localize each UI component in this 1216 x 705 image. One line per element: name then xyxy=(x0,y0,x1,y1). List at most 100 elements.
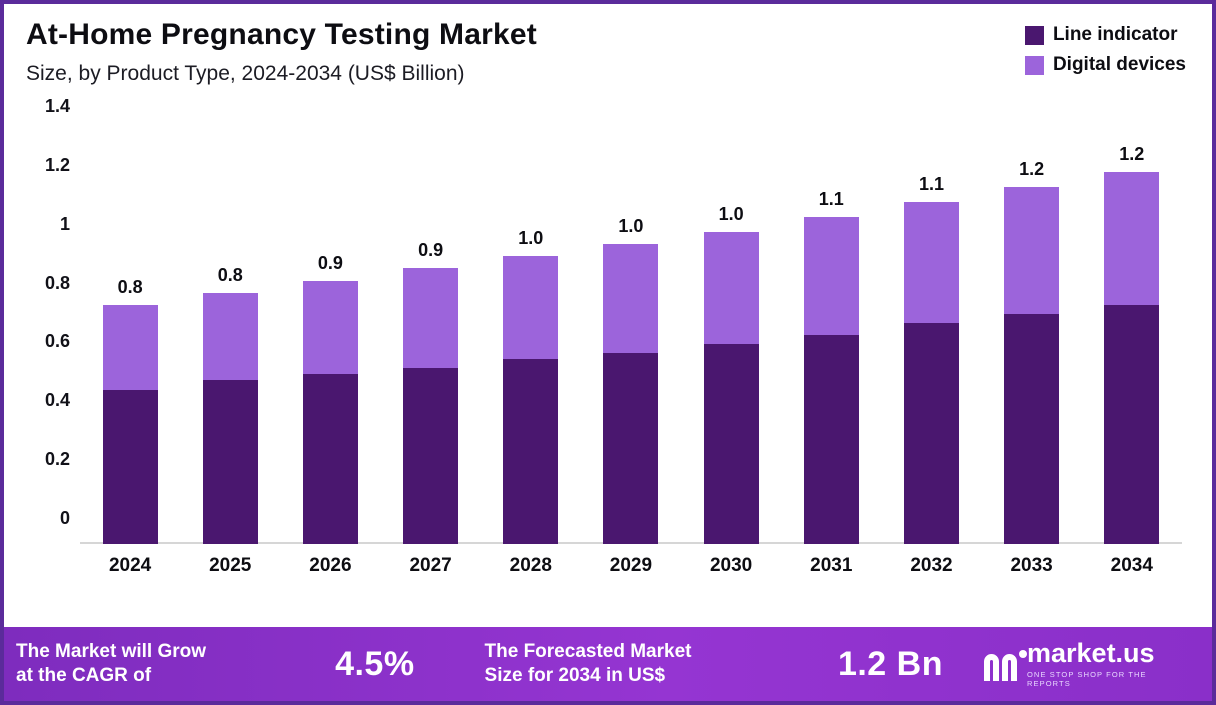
bar-segment-line-indicator xyxy=(1004,313,1060,544)
x-axis-label: 2032 xyxy=(910,555,953,576)
bar-segment-digital-devices xyxy=(102,304,158,390)
bar-segment-line-indicator xyxy=(1104,304,1160,544)
legend-label: Digital devices xyxy=(1052,54,1186,75)
bars-container: 0.8 2024 0.8 2025 0.9 2026 0.9 2027 1.0 2028 1.0 20… xyxy=(80,106,1182,588)
bar-stack xyxy=(1004,186,1060,544)
legend-swatch-digital-devices xyxy=(1024,55,1044,75)
bar-stack xyxy=(302,280,358,544)
bar-total-label: 1.0 xyxy=(518,228,544,249)
footer-banner: The Market will Grow at the CAGR of 4.5%… xyxy=(4,627,1212,701)
bar-group-2026: 0.9 2026 xyxy=(301,253,359,588)
legend-label: Line indicator xyxy=(1052,24,1178,45)
bar-stack xyxy=(102,304,158,544)
bar-segment-line-indicator xyxy=(803,335,859,544)
bar-group-2033: 1.2 2033 xyxy=(1003,159,1061,588)
x-axis-label: 2024 xyxy=(108,555,152,576)
brand-text: market.us One Stop Shop For The Reports xyxy=(1027,640,1190,689)
bar-segment-digital-devices xyxy=(202,292,258,381)
bar-total-label: 1.0 xyxy=(618,216,644,237)
x-axis-label: 2028 xyxy=(509,555,552,576)
y-tick-label: 0.4 xyxy=(44,390,70,411)
bar-group-2024: 0.8 2024 xyxy=(101,277,159,588)
cagr-label-line1: The Market will Grow xyxy=(16,641,207,663)
y-tick-label: 0.8 xyxy=(44,272,70,293)
bar-group-2030: 1.0 2030 xyxy=(702,204,760,588)
y-tick-label: 0.6 xyxy=(44,331,70,352)
bar-stack xyxy=(903,201,959,544)
bar-segment-digital-devices xyxy=(803,216,859,336)
bar-total-label: 1.2 xyxy=(1019,158,1045,179)
bar-group-2029: 1.0 2029 xyxy=(602,216,660,588)
chart-header: At-Home Pregnancy Testing Market Size, b… xyxy=(4,4,1212,86)
bar-group-2027: 0.9 2027 xyxy=(402,240,460,588)
bar-segment-line-indicator xyxy=(603,353,659,544)
y-tick-label: 1.4 xyxy=(44,96,70,116)
x-axis-label: 2026 xyxy=(309,555,352,576)
cagr-label-line2: at the CAGR of xyxy=(16,665,152,686)
bar-segment-digital-devices xyxy=(903,201,959,323)
bar-stack xyxy=(603,244,659,544)
bar-total-label: 0.8 xyxy=(117,276,143,297)
y-axis: 1.4 1.2 1 0.8 0.6 0.4 0.2 0 xyxy=(18,96,80,528)
bar-group-2031: 1.1 2031 xyxy=(802,189,860,588)
bar-stack xyxy=(703,232,759,544)
marketus-logo-icon xyxy=(984,648,1027,681)
bar-stack xyxy=(403,268,459,544)
bar-stack xyxy=(202,292,258,544)
bar-segment-digital-devices xyxy=(302,280,358,375)
forecast-value: 1.2 Bn xyxy=(837,644,943,683)
chart-title: At-Home Pregnancy Testing Market xyxy=(26,18,537,51)
bar-segment-digital-devices xyxy=(703,232,759,345)
logo-arch-right xyxy=(1002,653,1017,681)
legend-item-digital-devices: Digital devices xyxy=(1024,54,1186,76)
bar-total-label: 1.1 xyxy=(818,188,844,209)
bar-segment-digital-devices xyxy=(403,268,459,369)
plot-area: 0.8 2024 0.8 2025 0.9 2026 0.9 2027 1.0 2028 1.0 20… xyxy=(80,106,1182,588)
bar-group-2032: 1.1 2032 xyxy=(902,174,960,588)
x-axis-label: 2034 xyxy=(1110,555,1153,576)
bar-segment-line-indicator xyxy=(202,380,258,544)
title-block: At-Home Pregnancy Testing Market Size, b… xyxy=(26,18,537,86)
brand-tagline: One Stop Shop For The Reports xyxy=(1027,670,1147,688)
bar-segment-line-indicator xyxy=(503,359,559,544)
chart-subtitle: Size, by Product Type, 2024-2034 (US$ Bi… xyxy=(26,62,465,85)
bar-group-2034: 1.2 2034 xyxy=(1103,144,1161,589)
bar-segment-digital-devices xyxy=(1104,171,1160,305)
bar-total-label: 1.1 xyxy=(918,173,944,194)
bar-total-label: 0.9 xyxy=(317,252,343,273)
logo-arch-left xyxy=(984,653,999,681)
forecast-label-line2: Size for 2034 in US$ xyxy=(484,665,666,686)
x-axis-label: 2031 xyxy=(810,555,853,576)
bar-total-label: 0.9 xyxy=(418,240,444,261)
x-axis-label: 2027 xyxy=(409,555,452,576)
bar-group-2028: 1.0 2028 xyxy=(502,228,560,588)
chart-area: 1.4 1.2 1 0.8 0.6 0.4 0.2 0 0.8 2024 0.8 2025 0.9 20… xyxy=(4,86,1212,627)
bar-segment-line-indicator xyxy=(703,344,759,544)
bar-total-label: 1.0 xyxy=(718,204,744,225)
forecast-label-line1: The Forecasted Market xyxy=(484,641,692,663)
bar-segment-digital-devices xyxy=(603,244,659,354)
bar-segment-digital-devices xyxy=(1004,186,1060,314)
bar-segment-line-indicator xyxy=(302,374,358,544)
bar-segment-line-indicator xyxy=(102,389,158,544)
y-tick-label: 1 xyxy=(59,213,70,234)
bar-segment-line-indicator xyxy=(903,322,959,544)
legend-item-line-indicator: Line indicator xyxy=(1024,24,1186,46)
x-axis-label: 2030 xyxy=(709,555,753,576)
x-axis-label: 2025 xyxy=(209,555,252,576)
y-tick-label: 0.2 xyxy=(44,449,70,470)
bar-segment-digital-devices xyxy=(503,256,559,360)
bar-stack xyxy=(1104,171,1160,544)
bar-total-label: 0.8 xyxy=(217,264,243,285)
chart-legend: Line indicator Digital devices xyxy=(1024,18,1186,86)
bar-group-2025: 0.8 2025 xyxy=(201,265,259,588)
cagr-value: 4.5% xyxy=(335,644,415,683)
bar-segment-line-indicator xyxy=(403,368,459,544)
bar-total-label: 1.2 xyxy=(1119,143,1145,164)
legend-swatch-line-indicator xyxy=(1024,25,1044,45)
y-tick-label: 0 xyxy=(59,507,70,528)
y-tick-label: 1.2 xyxy=(44,154,70,175)
brand-block: market.us One Stop Shop For The Reports xyxy=(984,640,1190,688)
bar-stack xyxy=(803,216,859,544)
forecast-label: The Forecasted Market Size for 2034 in U… xyxy=(485,640,797,688)
